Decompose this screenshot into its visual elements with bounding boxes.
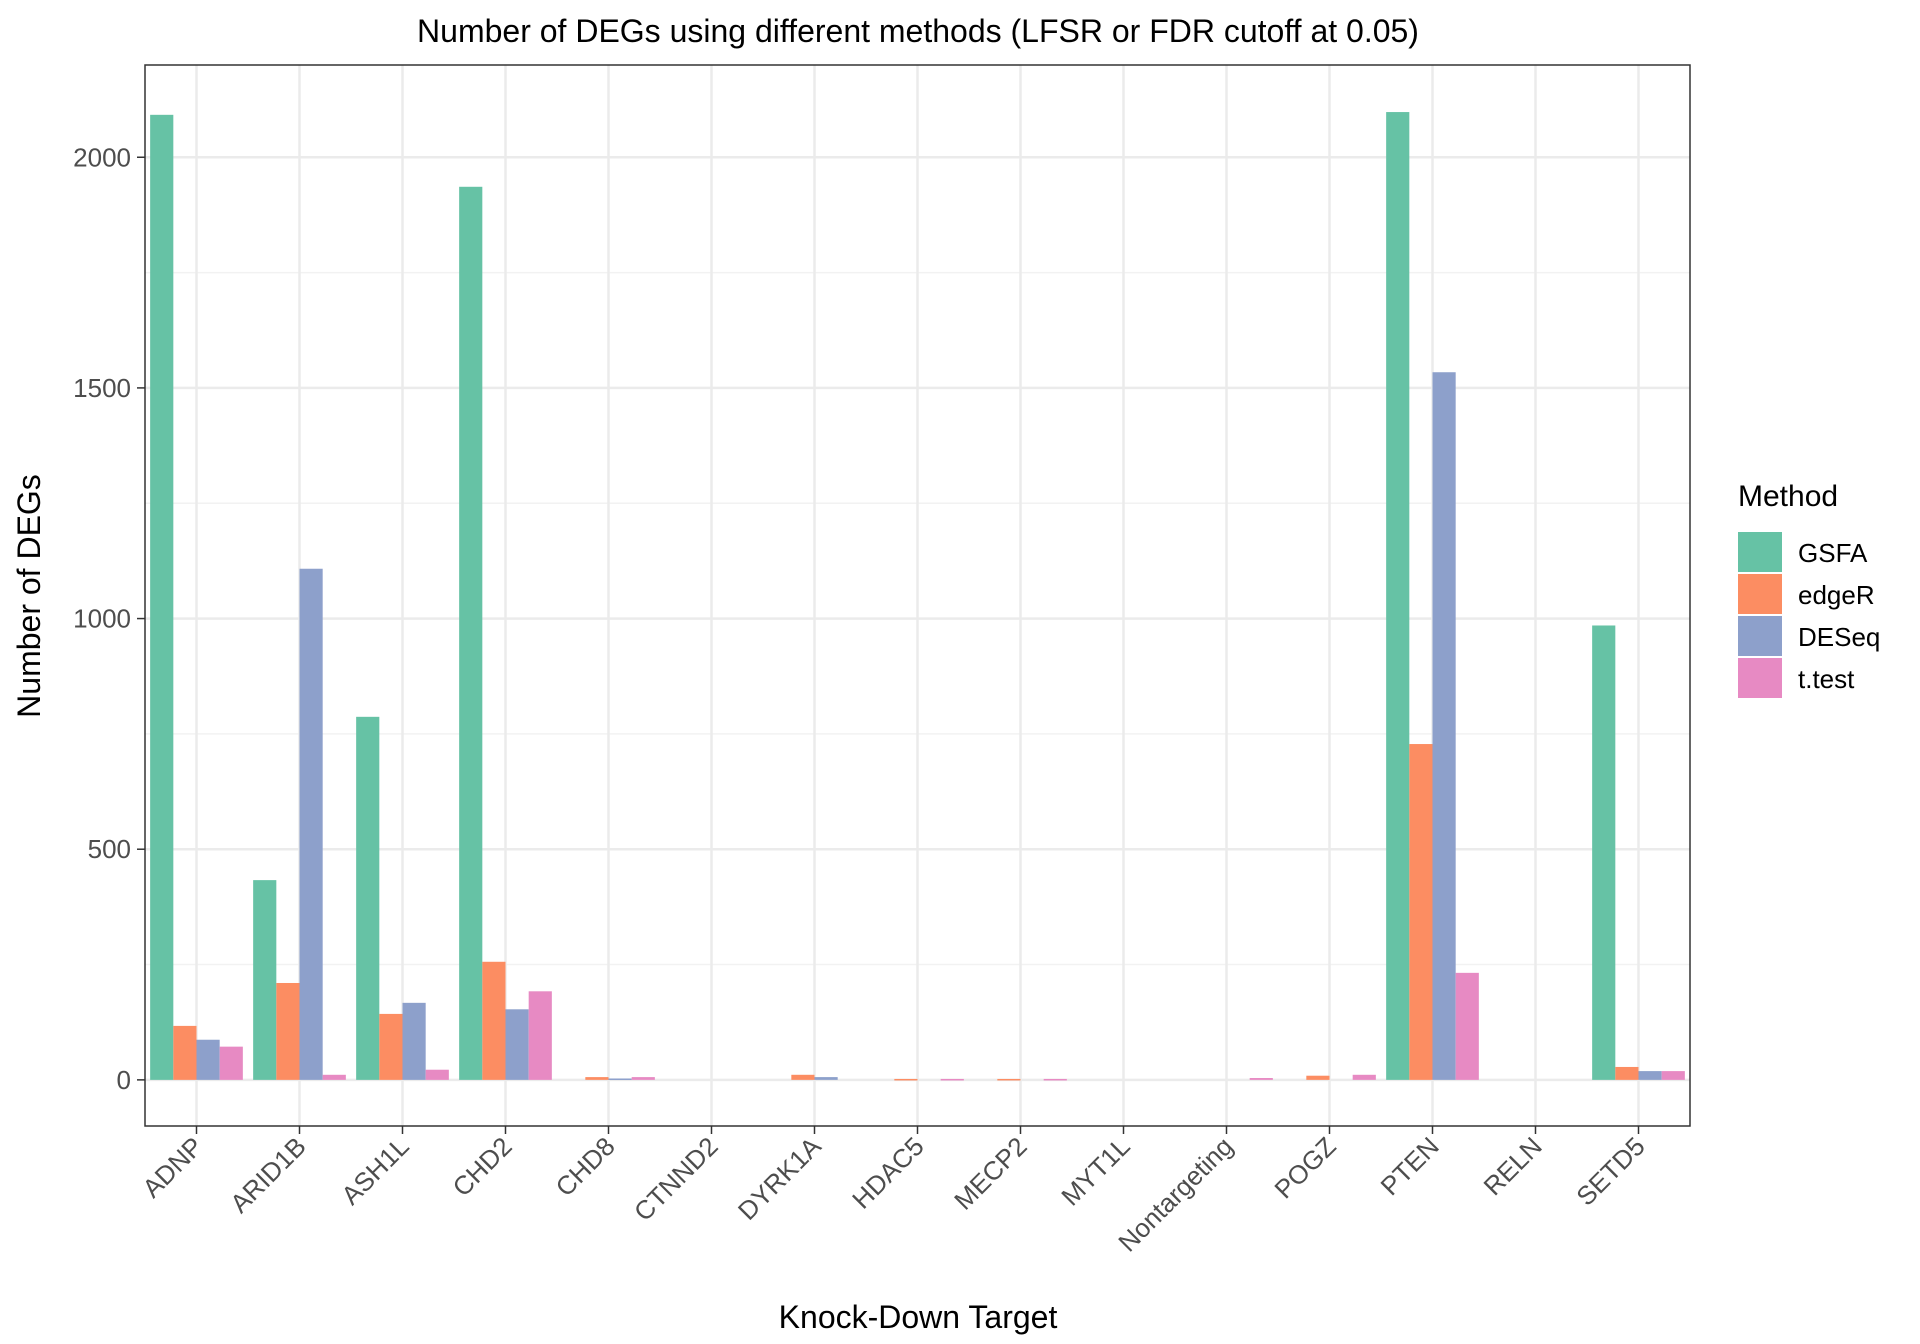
x-tick-label: MECP2 — [948, 1131, 1033, 1216]
legend-label: DESeq — [1798, 622, 1880, 652]
y-tick-label: 1500 — [73, 373, 131, 403]
y-axis-title: Number of DEGs — [11, 474, 47, 718]
bar-gsfa-chd2 — [459, 186, 483, 1080]
x-tick-label: CHD8 — [549, 1131, 620, 1202]
legend-key-deseq — [1738, 616, 1782, 656]
bar-edger-arid1b — [276, 982, 300, 1080]
legend-label: t.test — [1798, 664, 1855, 694]
y-tick-label: 500 — [88, 834, 131, 864]
bar-deseq-adnp — [196, 1039, 220, 1080]
bar-t-test-chd2 — [528, 991, 552, 1080]
legend-key-t-test — [1738, 658, 1782, 698]
bar-deseq-ash1l — [402, 1002, 426, 1080]
bar-t-test-adnp — [219, 1046, 243, 1080]
bar-edger-pten — [1409, 744, 1433, 1080]
x-tick-label: MYT1L — [1055, 1131, 1135, 1211]
legend-key-gsfa — [1738, 532, 1782, 572]
bar-t-test-pogz — [1352, 1074, 1376, 1080]
bar-gsfa-arid1b — [253, 880, 277, 1080]
bar-t-test-setd5 — [1661, 1071, 1685, 1080]
chart-title: Number of DEGs using different methods (… — [417, 13, 1419, 49]
bar-gsfa-adnp — [150, 114, 174, 1080]
legend-label: edgeR — [1798, 580, 1875, 610]
x-tick-label: PTEN — [1374, 1131, 1444, 1201]
bar-t-test-arid1b — [322, 1074, 346, 1080]
bar-gsfa-pten — [1386, 112, 1410, 1080]
y-tick-label: 2000 — [73, 142, 131, 172]
bar-edger-mecp2 — [997, 1078, 1021, 1081]
bar-deseq-chd8 — [608, 1078, 632, 1080]
bar-edger-dyrk1a — [791, 1074, 815, 1080]
legend-key-edger — [1738, 574, 1782, 614]
bar-deseq-setd5 — [1638, 1071, 1662, 1080]
bar-t-test-mecp2 — [1043, 1078, 1067, 1081]
bar-gsfa-setd5 — [1592, 625, 1616, 1080]
bar-t-test-hdac5 — [940, 1078, 964, 1081]
bar-deseq-arid1b — [299, 568, 323, 1080]
x-tick-label: CTNND2 — [628, 1131, 724, 1227]
y-tick-label: 0 — [117, 1065, 131, 1095]
bar-t-test-ash1l — [425, 1069, 449, 1080]
x-tick-label: CHD2 — [446, 1131, 517, 1202]
x-tick-label: POGZ — [1268, 1131, 1341, 1204]
legend-label: GSFA — [1798, 538, 1868, 568]
x-tick-label: ASH1L — [335, 1131, 414, 1210]
x-tick-label: RELN — [1477, 1131, 1547, 1201]
bar-deseq-chd2 — [505, 1009, 529, 1080]
bar-edger-adnp — [173, 1025, 197, 1080]
bar-edger-chd2 — [482, 961, 506, 1080]
bar-t-test-chd8 — [631, 1077, 655, 1080]
legend: Method GSFA edgeR DESeq t.test — [1738, 480, 1880, 698]
bar-gsfa-ash1l — [356, 716, 380, 1080]
x-tick-label: DYRK1A — [732, 1131, 827, 1226]
bar-edger-hdac5 — [894, 1078, 918, 1081]
legend-title: Method — [1738, 480, 1838, 513]
bar-deseq-pten — [1432, 372, 1456, 1080]
x-tick-label: ARID1B — [224, 1131, 312, 1219]
bar-t-test-nontargeting — [1249, 1078, 1273, 1080]
bar-edger-setd5 — [1615, 1066, 1639, 1080]
x-tick-label: HDAC5 — [846, 1131, 930, 1215]
bar-edger-ash1l — [379, 1013, 403, 1080]
bar-edger-pogz — [1306, 1075, 1330, 1080]
bar-t-test-pten — [1455, 972, 1479, 1080]
x-axis-title: Knock-Down Target — [779, 1299, 1058, 1335]
bar-edger-chd8 — [585, 1077, 609, 1080]
plot-panel: 0 500 1000 1500 2000 ADNP ARID1B ASH1L CHD2 CHD8 C… — [73, 64, 1691, 1258]
x-tick-label: SETD5 — [1570, 1131, 1650, 1211]
x-tick-label: ADNP — [136, 1131, 208, 1203]
bar-deseq-dyrk1a — [814, 1077, 838, 1080]
y-tick-label: 1000 — [73, 604, 131, 634]
